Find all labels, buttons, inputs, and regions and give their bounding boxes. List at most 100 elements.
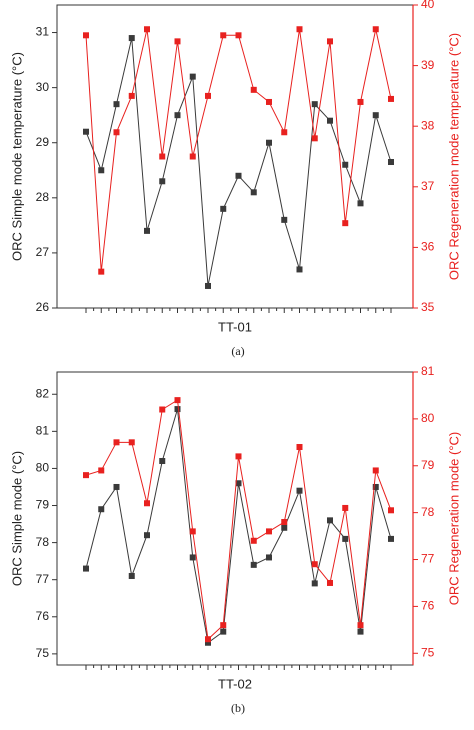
y-axis-label: ORC Simple mode (°C) [9, 451, 24, 586]
point [266, 139, 272, 146]
point [372, 467, 379, 474]
point [144, 500, 150, 507]
point [250, 561, 257, 568]
point [174, 38, 181, 45]
point [311, 561, 318, 568]
point [327, 117, 333, 124]
y2-tick-label: 76 [421, 599, 435, 613]
point [189, 153, 196, 160]
y-tick-label: 80 [36, 461, 50, 475]
point [342, 535, 349, 542]
y2-tick-label: 79 [421, 458, 435, 472]
y-tick-label: 82 [36, 386, 50, 400]
point [281, 524, 288, 531]
point [311, 580, 318, 587]
point [144, 26, 150, 33]
y2-tick-label: 39 [421, 58, 435, 72]
point [250, 86, 257, 93]
point [205, 639, 211, 646]
point [296, 26, 303, 33]
point [296, 487, 303, 494]
point [235, 172, 242, 179]
y2-tick-label: 80 [421, 411, 435, 425]
point [342, 161, 349, 168]
point [388, 507, 394, 514]
point [113, 101, 120, 108]
y-tick-label: 81 [36, 424, 50, 438]
caption: (b) [231, 701, 245, 715]
point [113, 483, 120, 490]
point [357, 200, 364, 207]
y2-tick-label: 81 [421, 364, 435, 378]
point [357, 622, 364, 629]
y-tick-label: 75 [36, 646, 50, 660]
point [266, 98, 272, 105]
point [235, 453, 242, 460]
point [342, 220, 349, 227]
y2-tick-label: 38 [421, 118, 435, 132]
y2-axis-label: ORC Regeneration mode temperature (°C) [446, 33, 461, 280]
point [235, 32, 242, 39]
point [235, 480, 242, 487]
x-axis-label: TT-02 [218, 676, 252, 691]
point [220, 622, 227, 629]
y-tick-label: 76 [36, 609, 50, 623]
point [372, 112, 379, 119]
point [205, 636, 211, 643]
point [189, 73, 196, 80]
y-axis-label: ORC Simple mode temperature (°C) [9, 52, 24, 261]
point [220, 205, 227, 212]
point [311, 101, 318, 108]
y-tick-label: 28 [36, 190, 50, 204]
point [174, 406, 181, 413]
y2-tick-label: 37 [421, 179, 435, 193]
y-tick-label: 77 [36, 572, 50, 586]
point [311, 135, 318, 142]
y2-tick-label: 35 [421, 300, 435, 314]
point [357, 98, 364, 105]
y-tick-label: 29 [36, 135, 50, 149]
y-tick-label: 26 [36, 300, 50, 314]
point [83, 128, 89, 135]
point [98, 268, 105, 275]
point [144, 227, 150, 234]
y-tick-label: 79 [36, 498, 50, 512]
point [327, 579, 333, 586]
point [159, 178, 166, 185]
series-line [85, 29, 392, 272]
series-line [85, 399, 392, 641]
caption: (a) [231, 344, 244, 358]
point [113, 129, 120, 136]
y-tick-label: 31 [36, 25, 50, 39]
point [372, 483, 379, 490]
point [220, 32, 227, 39]
y2-tick-label: 75 [421, 645, 435, 659]
point [128, 572, 135, 579]
y-tick-label: 30 [36, 80, 50, 94]
y2-axis-label: ORC Regeneration mode (°C) [446, 432, 461, 606]
point [296, 444, 303, 451]
y2-tick-label: 40 [421, 0, 435, 11]
point [189, 554, 196, 561]
point [205, 282, 211, 289]
point [250, 537, 257, 544]
y2-tick-label: 36 [421, 240, 435, 254]
point [128, 92, 135, 99]
point [372, 26, 379, 33]
point [266, 554, 272, 561]
x-axis-label: TT-01 [218, 319, 252, 334]
point [144, 532, 150, 539]
point [281, 216, 288, 223]
point [98, 167, 105, 174]
point [205, 92, 211, 99]
point [327, 517, 333, 524]
point [159, 406, 166, 413]
point [98, 467, 105, 474]
point [357, 628, 364, 635]
point [220, 628, 227, 635]
point [250, 189, 257, 196]
y-tick-label: 27 [36, 245, 50, 259]
point [342, 504, 349, 511]
point [83, 472, 89, 479]
point [266, 528, 272, 535]
